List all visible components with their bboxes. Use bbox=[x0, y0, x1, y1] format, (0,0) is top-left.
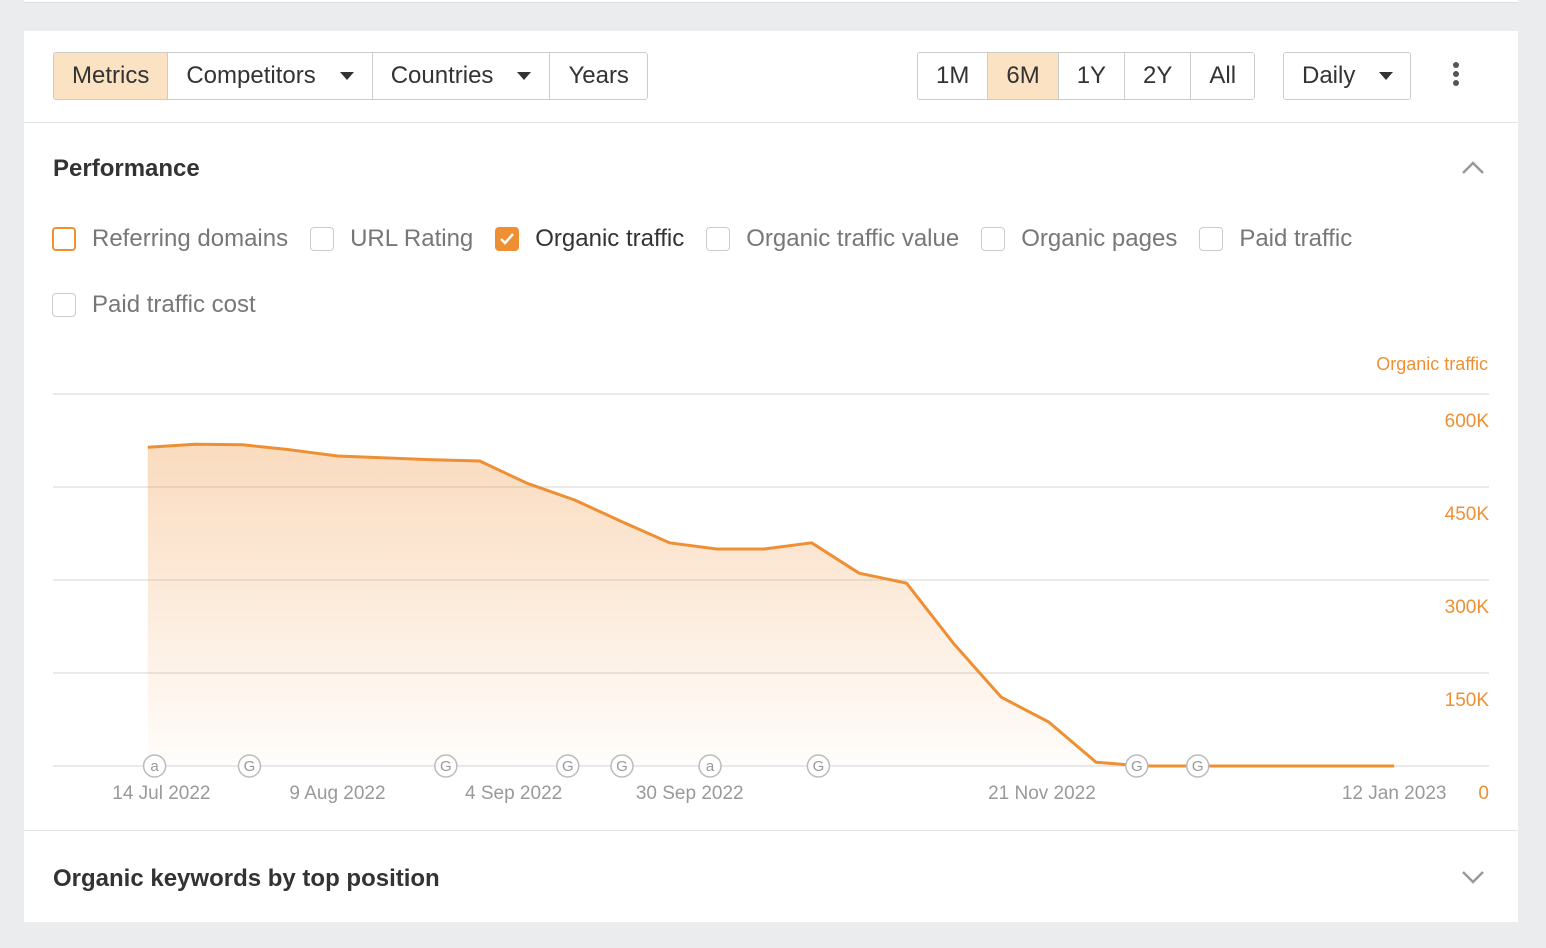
more-menu[interactable] bbox=[1451, 62, 1461, 89]
checkbox bbox=[495, 227, 520, 251]
divider bbox=[24, 122, 1518, 123]
metric-checkbox[interactable]: Referring domains bbox=[52, 222, 288, 256]
metric-checkboxes: Referring domains URL Rating Organic traff… bbox=[52, 222, 1452, 322]
metric-checkbox[interactable]: Paid traffic cost bbox=[52, 288, 256, 322]
range-button[interactable]: 6M bbox=[987, 53, 1058, 99]
annotation-marker bbox=[1125, 754, 1149, 778]
section-title[interactable]: Performance bbox=[53, 155, 200, 182]
checkbox bbox=[981, 227, 1006, 251]
annotation-label: a bbox=[150, 758, 159, 775]
annotation-marker bbox=[1185, 754, 1210, 778]
caret bbox=[339, 72, 354, 80]
caret bbox=[1379, 72, 1394, 80]
x-tick-label: 21 Nov 2022 bbox=[988, 783, 1096, 804]
section-title[interactable]: Organic keywords by top position bbox=[53, 865, 440, 892]
range-button[interactable]: 1M bbox=[918, 53, 988, 99]
chart: Organic traffic 0 150K 300K 450K 600K 14 Jul … bbox=[53, 354, 1490, 804]
checkbox bbox=[310, 227, 335, 251]
range-label: 1M bbox=[936, 62, 970, 89]
line bbox=[147, 442, 1395, 768]
y-tick-label: 300K bbox=[1445, 597, 1490, 618]
metric-label: Referring domains bbox=[92, 225, 289, 252]
annotation-label: G bbox=[813, 758, 825, 775]
x-tick-label: 12 Jan 2023 bbox=[1342, 783, 1447, 804]
tab-button[interactable]: Competitors bbox=[167, 53, 372, 99]
x-tick-label: 14 Jul 2022 bbox=[112, 783, 210, 804]
y-tick-label: 600K bbox=[1445, 411, 1490, 432]
range-button[interactable]: All bbox=[1190, 53, 1255, 99]
y-tick-label: 150K bbox=[1445, 690, 1490, 711]
x-tick-label: 9 Aug 2022 bbox=[289, 783, 385, 804]
tab-label: Metrics bbox=[72, 62, 150, 89]
y-tick-label: 450K bbox=[1445, 504, 1490, 525]
caret bbox=[517, 72, 532, 80]
annotation-marker bbox=[434, 754, 458, 778]
range-label: 2Y bbox=[1143, 62, 1173, 89]
metric-label: Organic traffic bbox=[535, 225, 685, 252]
divider bbox=[24, 830, 1518, 831]
metric-checkbox[interactable]: Organic traffic value bbox=[706, 222, 959, 256]
x-tick-label: 4 Sep 2022 bbox=[465, 783, 562, 804]
annotation-marker bbox=[237, 754, 262, 778]
annotation-label: G bbox=[616, 758, 628, 775]
annotation-label: G bbox=[440, 758, 452, 775]
tab-button[interactable]: Countries bbox=[371, 53, 550, 99]
range-button[interactable]: 2Y bbox=[1124, 53, 1191, 99]
interval-group: Daily bbox=[1283, 52, 1411, 100]
y-axis-label: Organic traffic bbox=[1376, 354, 1488, 374]
range-group: 1M 6M 1Y 2Y All bbox=[917, 52, 1256, 100]
annotation-marker bbox=[142, 754, 167, 778]
checkbox bbox=[52, 227, 76, 251]
annotation-marker bbox=[610, 754, 634, 778]
range-label: 1Y bbox=[1076, 62, 1107, 89]
tab-label: Years bbox=[568, 62, 629, 89]
range-button[interactable]: 1Y bbox=[1057, 53, 1125, 99]
interval-dropdown[interactable]: Daily bbox=[1284, 53, 1410, 99]
tab-button[interactable]: Metrics bbox=[54, 53, 168, 99]
checkbox bbox=[706, 227, 731, 251]
tab-group: Metrics Competitors Countries Years bbox=[53, 52, 648, 100]
annotation-label: G bbox=[562, 758, 574, 775]
annotation-label: a bbox=[706, 758, 715, 775]
metric-label: Paid traffic bbox=[1239, 225, 1353, 252]
checkmark bbox=[500, 233, 515, 245]
metric-label: Organic traffic value bbox=[746, 225, 960, 252]
metric-checkbox[interactable]: URL Rating bbox=[310, 222, 473, 256]
metric-checkbox[interactable]: Organic traffic bbox=[495, 222, 684, 256]
section-toggle[interactable] bbox=[1461, 158, 1485, 176]
previous-card bbox=[24, 0, 1518, 3]
section-toggle[interactable] bbox=[1461, 868, 1485, 886]
checkbox bbox=[1199, 227, 1224, 251]
x-tick-label: 30 Sep 2022 bbox=[636, 783, 744, 804]
annotation-label: G bbox=[244, 758, 256, 775]
annotation-marker bbox=[556, 754, 580, 778]
annotation-marker bbox=[698, 754, 722, 778]
annotation-label: G bbox=[1192, 758, 1204, 775]
metric-checkbox[interactable]: Paid traffic bbox=[1199, 222, 1352, 256]
annotation-marker bbox=[806, 754, 831, 778]
area-fill bbox=[147, 444, 1395, 766]
tab-label: Competitors bbox=[186, 62, 316, 89]
metric-checkbox[interactable]: Organic pages bbox=[981, 222, 1177, 256]
y-tick-label: 0 bbox=[1478, 783, 1489, 804]
range-label: All bbox=[1209, 62, 1237, 89]
tab-button[interactable]: Years bbox=[549, 53, 647, 99]
range-label: 6M bbox=[1006, 62, 1040, 89]
tab-label: Countries bbox=[390, 62, 494, 89]
annotation-label: G bbox=[1131, 758, 1143, 775]
checkbox bbox=[52, 293, 76, 317]
metric-label: Paid traffic cost bbox=[92, 291, 256, 318]
interval-label: Daily bbox=[1302, 62, 1356, 89]
metric-label: URL Rating bbox=[350, 225, 474, 252]
metric-label: Organic pages bbox=[1021, 225, 1178, 252]
